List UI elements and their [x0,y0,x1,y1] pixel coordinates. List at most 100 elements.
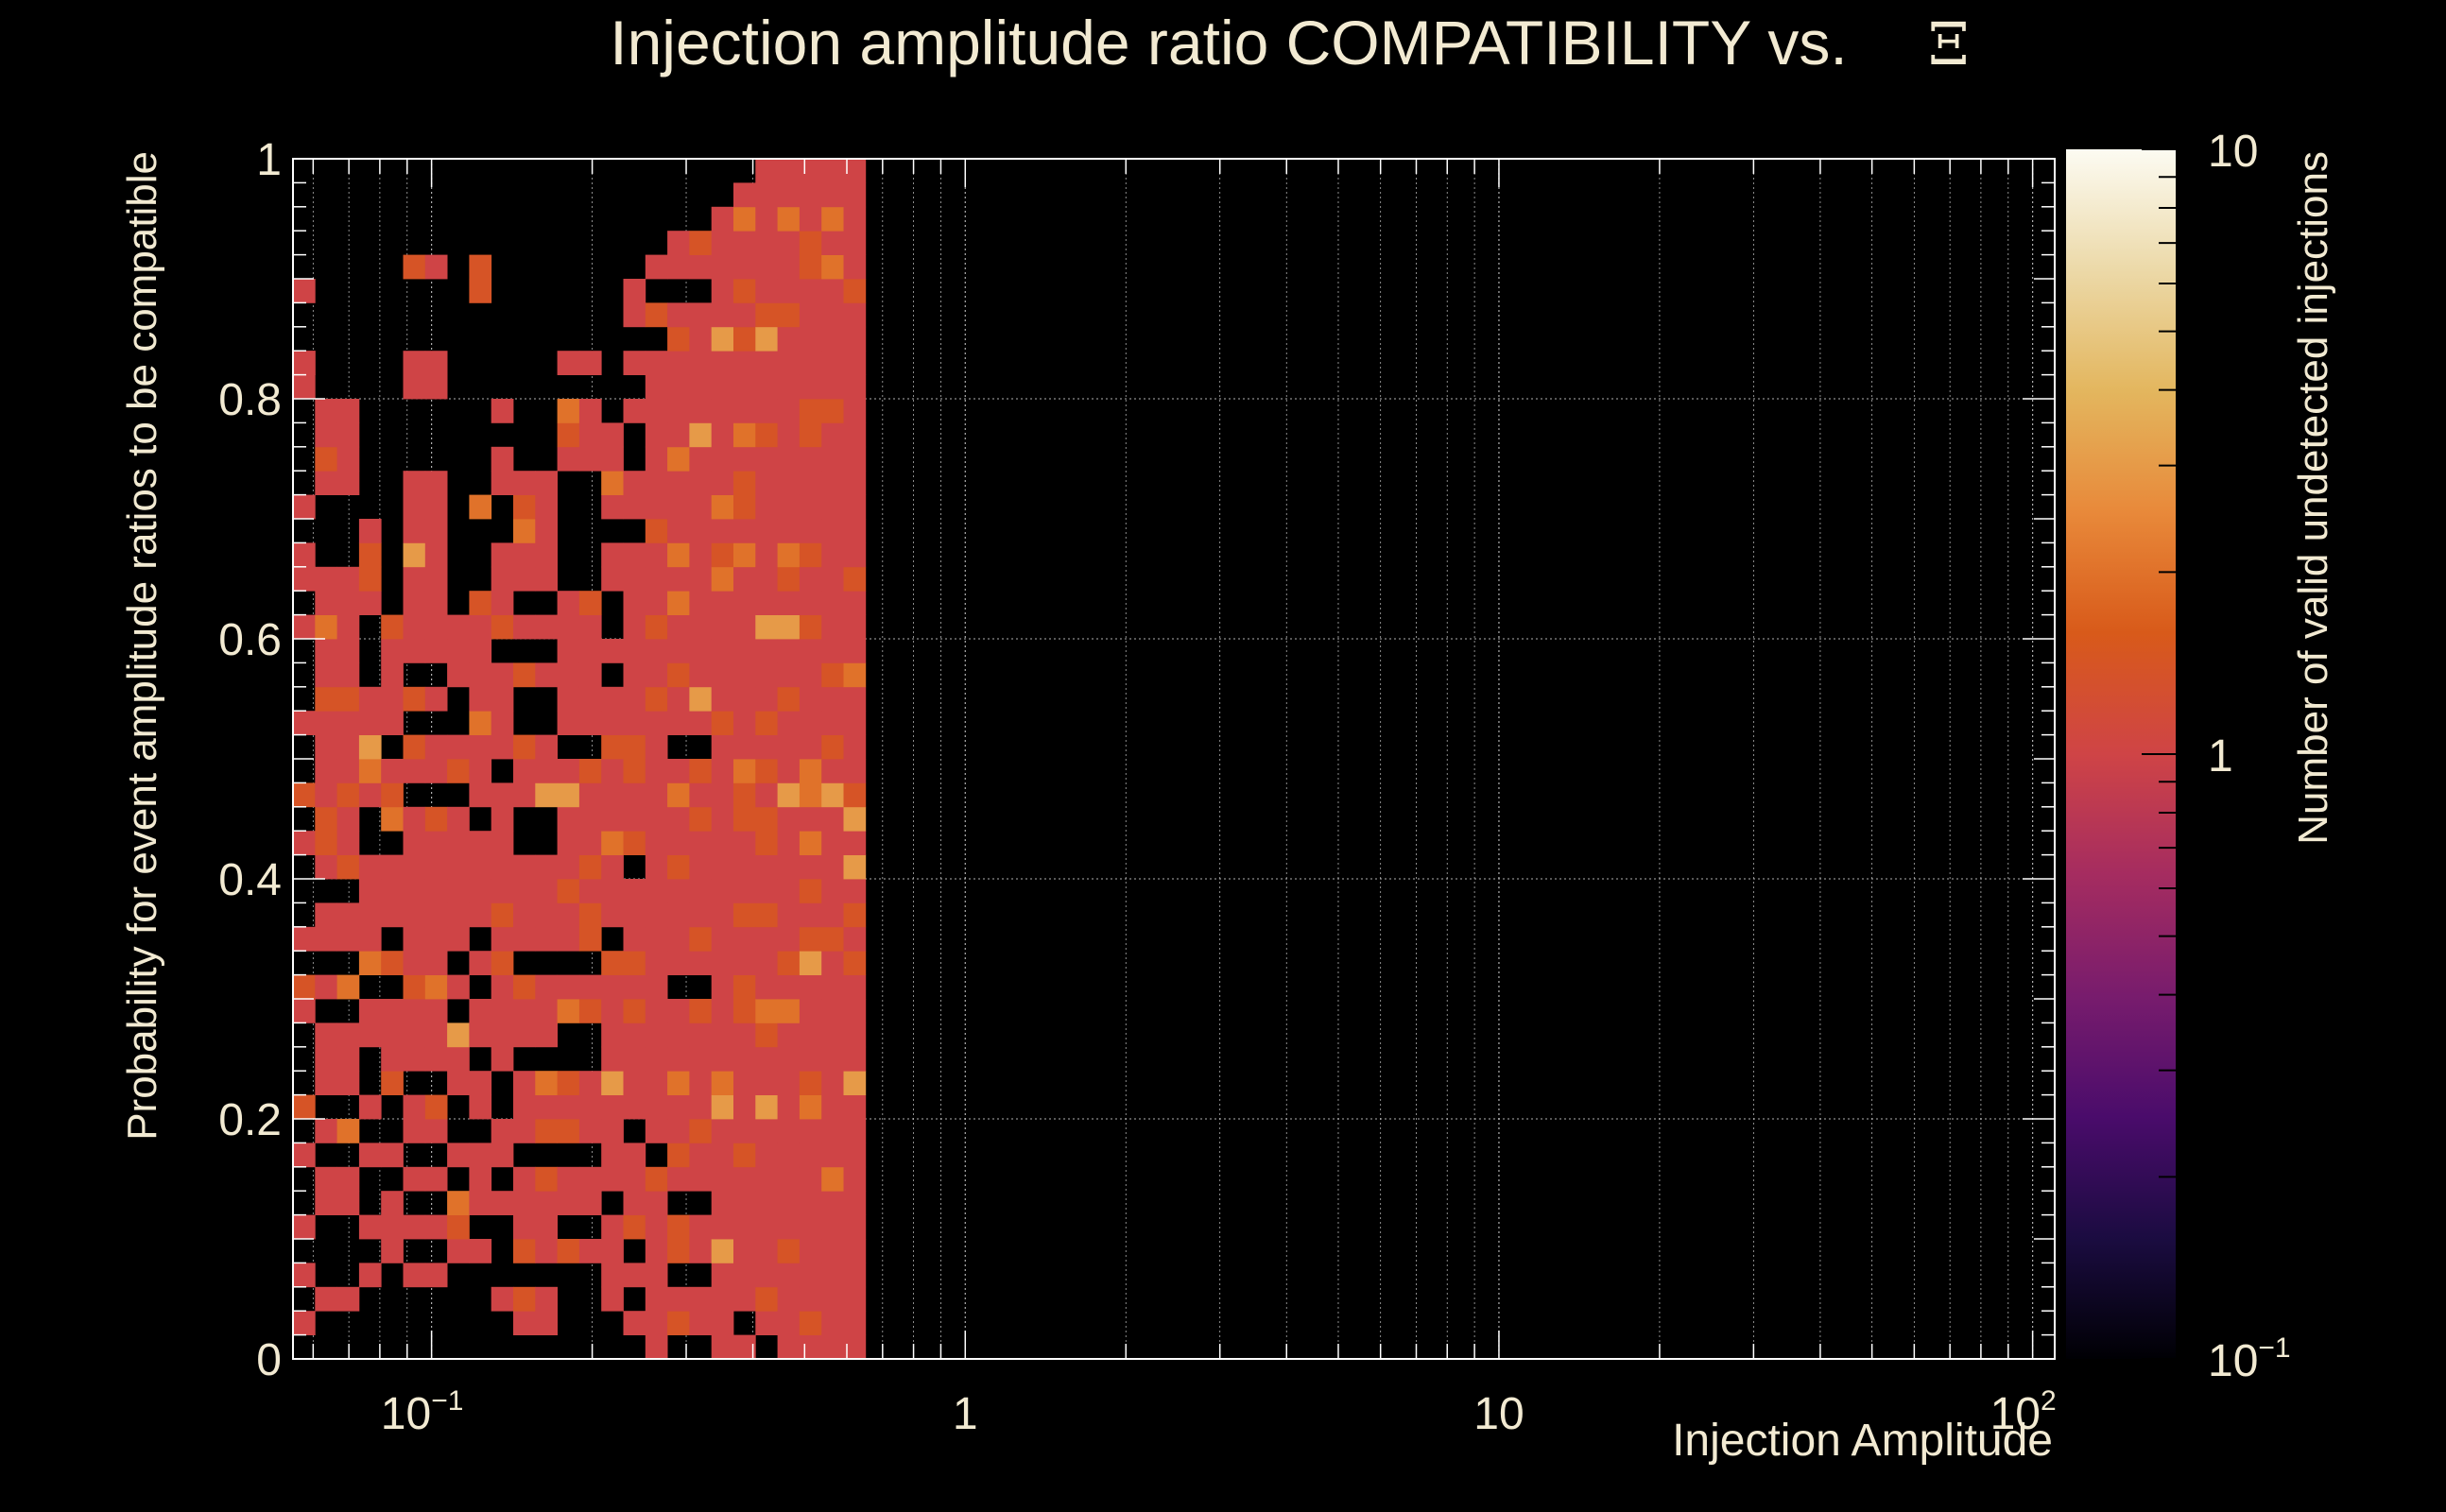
heatmap-cell [711,422,734,448]
heatmap-cell [777,1311,801,1335]
heatmap-cell [667,686,690,712]
heatmap-cell [623,302,646,328]
heatmap-cell [821,686,844,712]
heatmap-cell [799,399,822,423]
heatmap-cell [491,399,514,423]
heatmap-cell [424,1022,448,1048]
heatmap-cell [358,951,382,975]
heatmap-cell [491,902,514,928]
heatmap-cell [315,782,337,808]
heatmap-cell [336,591,360,615]
heatmap-cell [601,1143,624,1168]
axes: 10−1 1 10 102 0 0.2 0.4 0.6 0.8 1 [218,135,2056,1439]
heatmap-cell [733,494,756,520]
heatmap-cell [843,1263,867,1288]
heatmap-cell [733,566,756,592]
heatmap-cell [821,662,844,688]
heatmap-cell [645,494,668,520]
heatmap-cell [777,711,801,735]
heatmap-cell [755,782,778,808]
heatmap-cell [645,1071,668,1095]
heatmap-cell [645,254,668,280]
heatmap-cell [777,1286,801,1312]
heatmap-cell [424,1166,448,1192]
heatmap-cell [424,471,448,495]
heatmap-cell [535,566,558,592]
heatmap-cell [424,902,448,928]
heatmap-cell [733,1166,756,1192]
heatmap-cell [711,854,734,880]
heatmap-cell [755,711,778,735]
heatmap-cell [711,1071,734,1095]
heatmap-cell [424,351,448,375]
heatmap-cell [315,399,337,423]
heatmap-cell [381,951,404,975]
heatmap-cell [491,831,514,855]
heatmap-cell [293,279,316,303]
heatmap-cell [799,951,822,975]
heatmap-cell [447,662,470,688]
heatmap-cell [755,542,778,568]
heatmap-cell [711,1334,734,1360]
heatmap-cell [689,1143,713,1168]
heatmap-cell [689,831,713,855]
heatmap-cell [336,639,360,663]
heatmap-cell [843,614,867,640]
heatmap-cell [447,614,470,640]
heatmap-cell [755,1022,778,1048]
heatmap-cell [755,374,778,400]
heatmap-cell [447,1239,470,1263]
heatmap-cell [469,831,492,855]
heatmap-cell [491,591,514,615]
y-tick-label: 0.6 [218,615,282,665]
heatmap-cell [733,1046,756,1072]
heatmap-cell [578,591,602,615]
heatmap-cell [755,254,778,280]
heatmap-cell [469,1166,492,1192]
heatmap-cell [623,1214,646,1240]
heatmap-cell [578,831,602,855]
heatmap-cell [843,951,867,975]
heatmap-cell [491,446,514,472]
heatmap-cell [799,1334,822,1360]
heatmap-cell [667,854,690,880]
x-tick-label: 10 [1473,1389,1524,1439]
heatmap-cell [403,1214,426,1240]
heatmap-cell [315,639,337,663]
heatmap-cell [403,879,426,903]
heatmap-cell [336,614,360,640]
heatmap-cell [645,1214,668,1240]
heatmap-cell [535,879,558,903]
heatmap-cell [799,206,822,232]
heatmap-cell [711,1191,734,1215]
heatmap-cell [469,639,492,663]
heatmap-cell [535,734,558,760]
heatmap-cell [733,1263,756,1288]
heatmap-cell [557,351,580,375]
heatmap-cell [358,1143,382,1168]
heatmap-cell [777,231,801,255]
heatmap-cell [777,974,801,1000]
heatmap-cell [689,662,713,688]
heatmap-cell [645,759,668,783]
heatmap-cell [424,1214,448,1240]
heatmap-cell [315,902,337,928]
heatmap-cell [689,494,713,520]
heatmap-cell [403,519,426,543]
heatmap-cell [557,879,580,903]
heatmap-cell [424,806,448,832]
heatmap-cell [424,999,448,1023]
heatmap-cell [667,1022,690,1048]
heatmap-cell [424,831,448,855]
heatmap-cell [799,1311,822,1335]
heatmap-cell [843,326,867,352]
heatmap-cell [733,254,756,280]
heatmap-cell [777,734,801,760]
heatmap-cell [403,806,426,832]
heatmap-cell [513,879,536,903]
heatmap-cell [755,302,778,328]
heatmap-cell [667,1311,690,1335]
heatmap-cell [315,1191,337,1215]
heatmap-cell [403,614,426,640]
heatmap-cell [623,1166,646,1192]
